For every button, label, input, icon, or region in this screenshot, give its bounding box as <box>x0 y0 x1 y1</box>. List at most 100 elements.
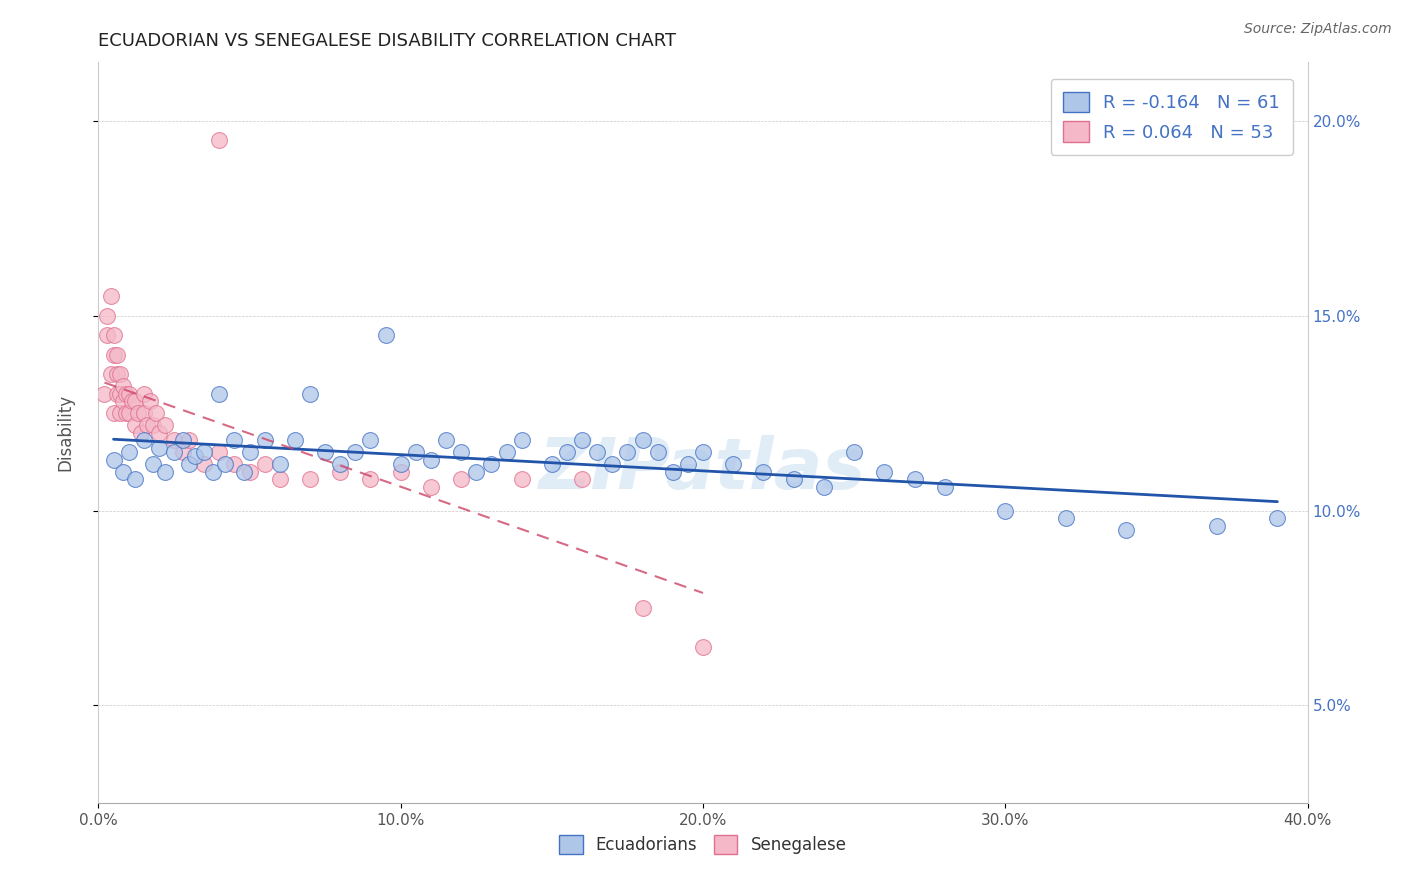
Point <box>124 394 146 409</box>
Point <box>450 445 472 459</box>
Point <box>100 289 122 303</box>
Point <box>571 472 593 486</box>
Point <box>105 348 128 362</box>
Point <box>344 445 367 459</box>
Point <box>111 394 134 409</box>
Point <box>127 406 149 420</box>
Point <box>148 425 170 440</box>
Point <box>103 328 125 343</box>
Point <box>360 434 382 448</box>
Point <box>105 367 128 381</box>
Point <box>121 394 143 409</box>
Point <box>108 406 131 420</box>
Point <box>142 417 165 432</box>
Point <box>193 457 215 471</box>
Point <box>108 367 131 381</box>
Text: ZIPatlas: ZIPatlas <box>540 435 866 504</box>
Point <box>329 465 352 479</box>
Point <box>631 601 654 615</box>
Point <box>602 457 624 471</box>
Point <box>723 457 745 471</box>
Point <box>676 457 699 471</box>
Point <box>179 434 201 448</box>
Point <box>510 434 533 448</box>
Point <box>420 453 443 467</box>
Point <box>844 445 866 459</box>
Point <box>405 445 427 459</box>
Point <box>284 434 307 448</box>
Point <box>540 457 562 471</box>
Point <box>1206 519 1229 533</box>
Point <box>172 434 194 448</box>
Point <box>202 465 225 479</box>
Point <box>96 309 118 323</box>
Point <box>813 480 835 494</box>
Point <box>153 417 176 432</box>
Point <box>616 445 638 459</box>
Point <box>193 445 215 459</box>
Point <box>571 434 593 448</box>
Point <box>224 434 246 448</box>
Text: Source: ZipAtlas.com: Source: ZipAtlas.com <box>1244 22 1392 37</box>
Point <box>1267 511 1289 525</box>
Point <box>586 445 609 459</box>
Point <box>118 386 141 401</box>
Point <box>253 434 276 448</box>
Legend: Ecuadorians, Senegalese: Ecuadorians, Senegalese <box>553 829 853 861</box>
Point <box>145 406 167 420</box>
Y-axis label: Disability: Disability <box>56 394 75 471</box>
Point <box>692 640 714 654</box>
Point <box>329 457 352 471</box>
Point <box>450 472 472 486</box>
Point <box>904 472 927 486</box>
Point <box>510 472 533 486</box>
Point <box>114 386 136 401</box>
Point <box>124 472 146 486</box>
Point <box>163 434 186 448</box>
Point <box>224 457 246 471</box>
Point <box>239 465 262 479</box>
Point <box>103 453 125 467</box>
Point <box>873 465 896 479</box>
Point <box>118 445 141 459</box>
Point <box>299 386 322 401</box>
Point <box>934 480 956 494</box>
Point <box>314 445 336 459</box>
Point <box>103 348 125 362</box>
Point <box>108 386 131 401</box>
Point <box>360 472 382 486</box>
Point <box>783 472 806 486</box>
Point <box>495 445 517 459</box>
Point <box>179 457 201 471</box>
Point <box>184 449 207 463</box>
Point <box>208 445 231 459</box>
Point <box>1115 523 1137 537</box>
Point <box>214 457 236 471</box>
Point <box>132 406 155 420</box>
Point <box>434 434 457 448</box>
Point <box>96 328 118 343</box>
Point <box>420 480 443 494</box>
Text: ECUADORIAN VS SENEGALESE DISABILITY CORRELATION CHART: ECUADORIAN VS SENEGALESE DISABILITY CORR… <box>98 32 676 50</box>
Point <box>239 445 262 459</box>
Point <box>132 386 155 401</box>
Point <box>142 457 165 471</box>
Point <box>752 465 775 479</box>
Point <box>692 445 714 459</box>
Point <box>132 434 155 448</box>
Point <box>232 465 254 479</box>
Point <box>661 465 683 479</box>
Point <box>100 367 122 381</box>
Point <box>114 406 136 420</box>
Point <box>118 406 141 420</box>
Point <box>647 445 669 459</box>
Point <box>124 417 146 432</box>
Point <box>135 417 157 432</box>
Point <box>111 465 134 479</box>
Point <box>153 465 176 479</box>
Point <box>389 457 412 471</box>
Point <box>111 379 134 393</box>
Point <box>994 503 1017 517</box>
Point <box>269 472 291 486</box>
Point <box>481 457 503 471</box>
